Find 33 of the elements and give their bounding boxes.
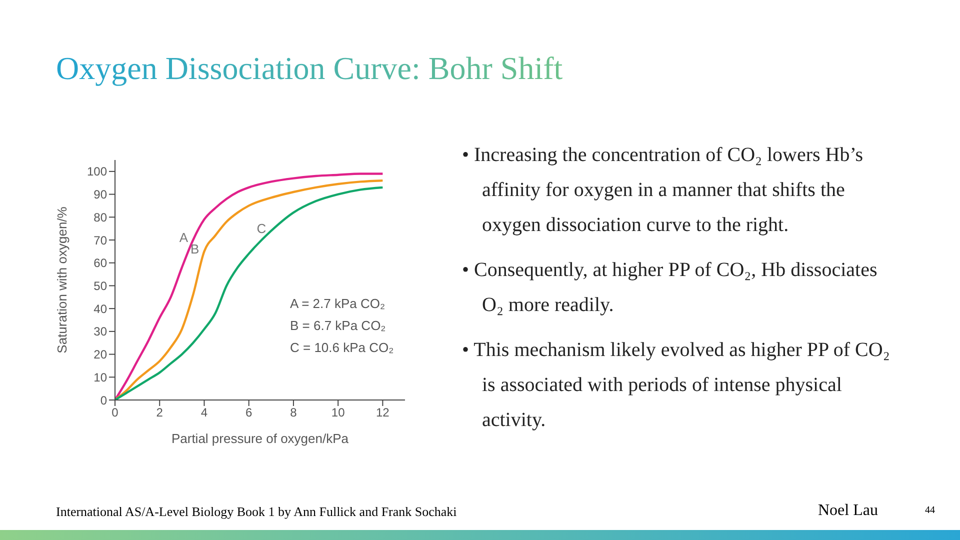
y-tick-label: 30: [94, 324, 108, 339]
text: International AS/A-Level Biology Book 1 by Ann Fullick and Frank Sochaki: [56, 504, 457, 520]
y-tick-label: 10: [94, 370, 108, 384]
y-tick-label: 20: [94, 348, 108, 362]
y-tick-label: 80: [94, 210, 108, 224]
y-tick-label: 100: [86, 164, 108, 179]
text: Noel Lau: [818, 502, 878, 520]
chart-title: Oxygen Dissociation Curve: Bohr Shift: [56, 50, 563, 87]
series-label: B: [190, 241, 200, 256]
annotation: A = 2.7 kPa CO₂: [290, 295, 386, 313]
x-tick-label: 8: [290, 406, 298, 420]
text: 44: [925, 505, 935, 516]
x-tick-label: 6: [246, 406, 252, 420]
x-tick-label: 4: [200, 406, 208, 420]
series-label: A: [179, 230, 188, 245]
x-tick-label: 2: [156, 406, 164, 420]
annotation: C = 10.6 kPa CO₂: [290, 339, 394, 357]
y-tick-label: 60: [94, 256, 108, 270]
y-tick-label: 70: [94, 233, 108, 248]
text: • Consequently, at higher PP of CO₂, Hb dissociates O₂ more readily.: [462, 258, 878, 318]
x-tick-label: 10: [331, 406, 346, 420]
y-tick-label: 40: [94, 302, 108, 316]
series-label: C: [256, 220, 266, 236]
x-tick-label: 0: [112, 406, 119, 420]
y-tick-label: 50: [94, 278, 108, 293]
y-tick-label: 90: [94, 188, 108, 202]
annotation: B = 6.7 kPa CO₂: [290, 317, 387, 335]
text: • Increasing the concentration of CO₂ lowers Hb’s affinity for oxygen in a manner that shifts the oxygen dissociation curve to the right.: [462, 143, 864, 238]
x-tick-label: 12: [376, 406, 390, 420]
y-tick-label: 0: [100, 393, 108, 408]
text: • This mechanism likely evolved as higher PP of CO₂ is associated with periods of intense physical activity.: [462, 338, 891, 433]
x-axis-title: Partial pressure of oxygen/kPa: [171, 431, 350, 446]
y-axis-title: Saturation with oxygen/%: [54, 206, 70, 354]
